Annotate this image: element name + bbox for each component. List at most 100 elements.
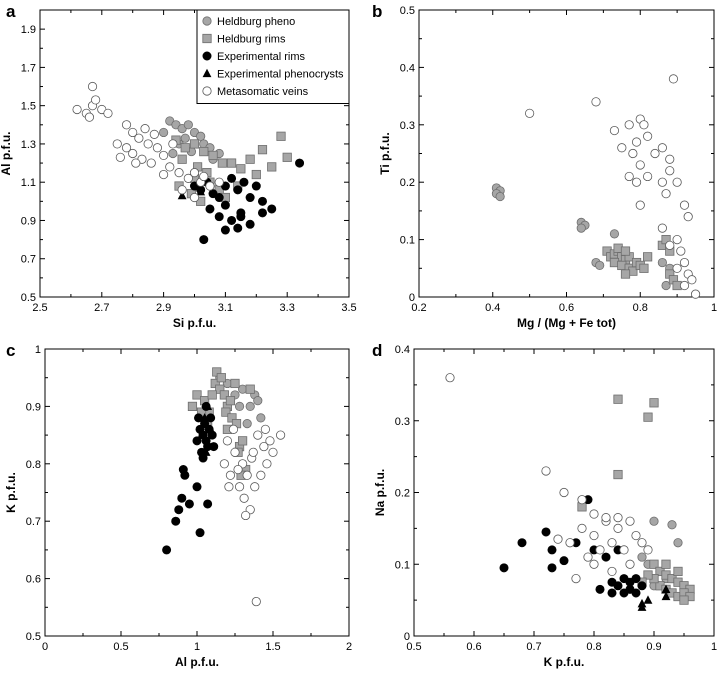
- data-point: [121, 120, 132, 130]
- data-point: [619, 545, 629, 555]
- data-point: [216, 373, 226, 383]
- data-point: [673, 538, 683, 548]
- x-tick-label: 0.5: [113, 641, 128, 653]
- data-point: [177, 190, 187, 200]
- data-point: [631, 574, 641, 584]
- data-point: [245, 384, 255, 394]
- data-point: [607, 577, 617, 587]
- panel-d: d 0.5 0.6 0.7 0.8 0.9 1 0 0.1 0.2 0.3 0.4 K p.f.u. N…: [372, 341, 717, 669]
- data-point: [676, 246, 686, 256]
- data-point: [282, 152, 292, 162]
- series-experimental-rims: [162, 401, 219, 555]
- data-point: [162, 545, 172, 555]
- data-point: [617, 143, 627, 153]
- data-point: [225, 396, 236, 406]
- data-point: [643, 171, 653, 182]
- y-axis-label: Al p.f.u.: [0, 132, 13, 176]
- data-point: [253, 396, 263, 406]
- data-point: [631, 177, 642, 187]
- x-axis-label: Al p.f.u.: [175, 655, 219, 669]
- data-point: [661, 584, 671, 593]
- x-axis-label: K p.f.u.: [544, 655, 585, 669]
- x-tick-label: 2.5: [32, 302, 47, 314]
- y-tick-label: 1.9: [21, 24, 36, 36]
- data-point: [245, 401, 255, 411]
- x-tick-label: 0.7: [526, 641, 541, 653]
- data-point: [221, 407, 231, 417]
- x-axis-label: Mg / (Mg + Fe tot): [517, 316, 616, 330]
- data-point: [189, 139, 200, 149]
- x-tick-label: 0.4: [485, 302, 500, 314]
- panel-letter-d: d: [372, 341, 382, 360]
- y-tick-label: 0.5: [400, 5, 415, 17]
- data-point: [667, 520, 677, 530]
- data-point: [183, 120, 193, 130]
- data-point: [547, 545, 557, 555]
- data-point: [595, 584, 605, 594]
- data-point: [152, 143, 163, 153]
- data-point: [196, 186, 206, 196]
- data-point: [620, 246, 631, 256]
- data-point: [665, 240, 675, 250]
- data-point: [657, 257, 667, 268]
- data-point: [230, 447, 240, 457]
- data-point: [219, 390, 229, 400]
- data-point: [146, 158, 156, 168]
- data-point: [208, 150, 218, 161]
- series-heldburg-pheno: [491, 183, 675, 291]
- data-point: [174, 168, 184, 178]
- data-point: [649, 516, 659, 526]
- data-point: [672, 177, 682, 187]
- legend-marker: [202, 68, 212, 78]
- data-point: [195, 528, 205, 538]
- data-point: [245, 154, 255, 164]
- data-point: [613, 394, 623, 404]
- y-tick-label: 0.3: [395, 416, 410, 428]
- data-point: [237, 436, 248, 446]
- data-point: [239, 493, 249, 503]
- data-point: [637, 581, 647, 591]
- data-point: [607, 538, 617, 548]
- data-point: [649, 559, 659, 569]
- data-point: [275, 430, 286, 440]
- data-point: [613, 469, 623, 480]
- series-metasomatic-veins: [525, 74, 701, 299]
- legend-marker: [202, 51, 212, 61]
- data-point: [649, 398, 659, 408]
- data-point: [559, 487, 569, 498]
- series-experimental-rims: [499, 495, 647, 598]
- x-tick-label: 0.5: [406, 641, 421, 653]
- y-tick-label: 0: [404, 631, 410, 643]
- data-point: [259, 441, 269, 452]
- data-point: [559, 556, 569, 566]
- data-point: [673, 566, 683, 577]
- data-point: [165, 162, 175, 172]
- data-point: [589, 530, 599, 541]
- data-point: [690, 289, 701, 299]
- series-heldburg-rims: [171, 131, 292, 206]
- data-point: [499, 563, 509, 573]
- data-point: [541, 527, 551, 537]
- data-point: [242, 470, 252, 480]
- x-tick-label: 0.8: [633, 302, 648, 314]
- legend-marker: [202, 16, 212, 26]
- data-point: [214, 212, 224, 222]
- data-point: [583, 552, 593, 562]
- data-point: [199, 171, 209, 182]
- data-point: [140, 124, 150, 134]
- data-point: [650, 148, 660, 159]
- data-point: [265, 436, 275, 446]
- x-tick-label: 1.5: [265, 641, 280, 653]
- data-point: [257, 208, 267, 218]
- data-point: [128, 148, 138, 159]
- legend-box: [196, 9, 350, 104]
- data-point: [248, 447, 258, 457]
- series-metasomatic-veins: [219, 424, 286, 607]
- data-point: [643, 545, 653, 555]
- data-point: [595, 260, 605, 271]
- series-metasomatic-veins: [445, 373, 653, 584]
- y-axis-label: K p.f.u.: [4, 472, 18, 513]
- data-point: [239, 177, 249, 187]
